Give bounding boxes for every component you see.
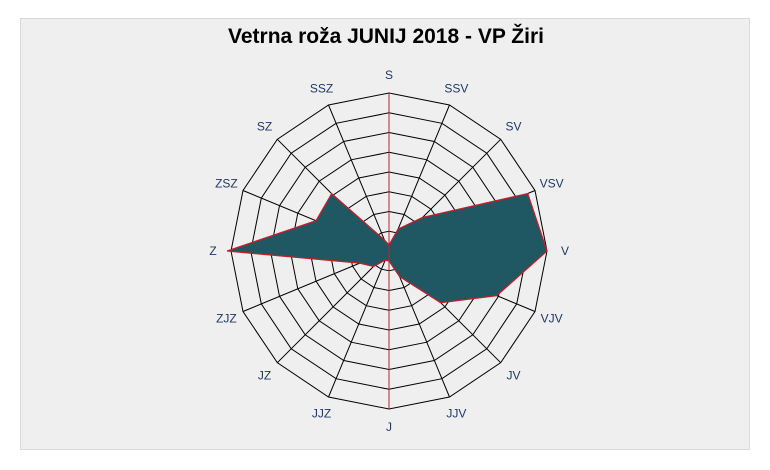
direction-label: SSV xyxy=(444,81,468,95)
direction-label: SSZ xyxy=(310,81,333,95)
grid-spoke xyxy=(276,250,390,364)
direction-label: JJV xyxy=(446,407,466,421)
direction-label: Z xyxy=(209,244,216,258)
direction-label: SV xyxy=(505,120,521,134)
grid-spoke xyxy=(328,104,390,252)
direction-label: JJZ xyxy=(312,407,331,421)
chart-area: Vetrna roža JUNIJ 2018 - VP Žiri S SSV SV V… xyxy=(20,18,750,450)
direction-label: J xyxy=(386,420,392,434)
chart-title: Vetrna roža JUNIJ 2018 - VP Žiri xyxy=(228,25,544,48)
direction-label: VJV xyxy=(541,311,563,325)
direction-label: V xyxy=(561,244,569,258)
direction-label: JZ xyxy=(258,369,271,383)
direction-label: S xyxy=(385,68,393,82)
direction-label: ZJZ xyxy=(216,311,237,325)
direction-label: VSV xyxy=(540,177,564,191)
data-series-area xyxy=(226,192,548,304)
direction-label: JV xyxy=(506,369,520,383)
direction-label: SZ xyxy=(257,120,272,134)
direction-label: ZSZ xyxy=(215,177,238,191)
radar-chart: S SSV SV VSV V VJV JV JJV J JJZ JZ ZJZ Z ZSZ SZ SSZ xyxy=(209,68,569,434)
grid-spoke xyxy=(388,104,450,252)
grid-spoke xyxy=(328,250,390,398)
